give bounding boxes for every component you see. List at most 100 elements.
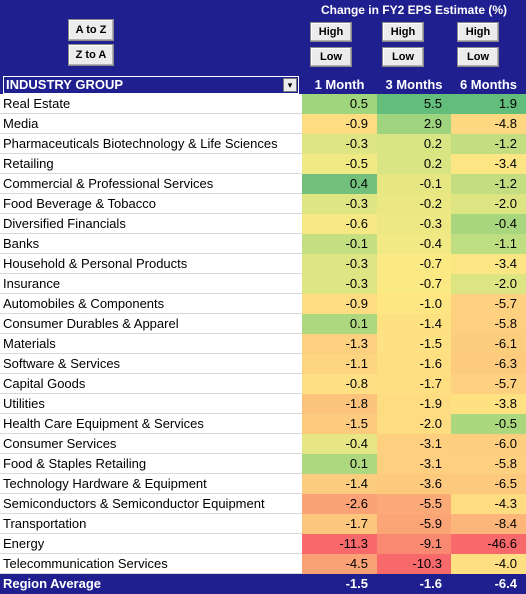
value-cell-1-month: -0.5 xyxy=(302,154,377,174)
industry-group-name: Telecommunication Services xyxy=(3,556,168,571)
region-average-label: Region Average xyxy=(3,576,102,591)
sort-3-months-low-button[interactable]: Low xyxy=(382,47,424,67)
sort-a-to-z-button[interactable]: A to Z xyxy=(68,19,114,41)
sort-1-month-low-button[interactable]: Low xyxy=(310,47,352,67)
sort-3-months-high-button[interactable]: High xyxy=(382,22,424,42)
industry-group-name: Commercial & Professional Services xyxy=(3,176,214,191)
industry-group-name: Technology Hardware & Equipment xyxy=(3,476,207,491)
table-row: Food Beverage & Tobacco -0.3 -0.2 -2.0 xyxy=(0,194,526,214)
industry-group-name: Materials xyxy=(3,336,56,351)
value-cell-6-months: -0.4 xyxy=(451,214,526,234)
industry-group-name: Retailing xyxy=(3,156,54,171)
value-cell-3-months: -0.7 xyxy=(377,254,451,274)
industry-group-name: Energy xyxy=(3,536,45,551)
value-cell-6-months: -6.1 xyxy=(451,334,526,354)
value-cell-3-months: -3.6 xyxy=(377,474,451,494)
sort-1-month-high-button[interactable]: High xyxy=(310,22,352,42)
value-cell-1-month: 0.5 xyxy=(302,94,377,114)
industry-group-name: Food & Staples Retailing xyxy=(3,456,147,471)
table-row: Automobiles & Components -0.9 -1.0 -5.7 xyxy=(0,294,526,314)
industry-group-name: Health Care Equipment & Services xyxy=(3,416,204,431)
value-cell-3-months: 2.9 xyxy=(377,114,451,134)
table-row: Technology Hardware & Equipment -1.4 -3.6-… xyxy=(0,474,526,494)
table-row: Transportation -1.7 -5.9 -8.4 xyxy=(0,514,526,534)
value-cell-6-months: 1.9 xyxy=(451,94,526,114)
table-row: Health Care Equipment & Services -1.5 -2.0… xyxy=(0,414,526,434)
table-row: Consumer Services -0.4 -3.1 -6.0 xyxy=(0,434,526,454)
value-cell-3-months: -1.9 xyxy=(377,394,451,414)
value-cell-1-month: -1.3 xyxy=(302,334,377,354)
value-cell-3-months: -1.6 xyxy=(377,354,451,374)
value-cell-1-month: -1.4 xyxy=(302,474,377,494)
value-cell-1-month: -1.8 xyxy=(302,394,377,414)
value-cell-1-month: -1.1 xyxy=(302,354,377,374)
sort-panel: A to Z Z to A xyxy=(0,0,302,75)
header-3-months: 3 Months xyxy=(385,77,443,92)
industry-group-name: Real Estate xyxy=(3,96,71,111)
value-cell-6-months: -2.0 xyxy=(451,194,526,214)
region-average-3-months: -1.6 xyxy=(419,576,442,591)
value-cell-1-month: -0.3 xyxy=(302,134,377,154)
table-row: Software & Services -1.1 -1.6 -6.3 xyxy=(0,354,526,374)
value-cell-3-months: -0.1 xyxy=(377,174,451,194)
table-row: Commercial & Professional Services 0.4 -0.… xyxy=(0,174,526,194)
industry-group-name: Consumer Services xyxy=(3,436,117,451)
value-cell-1-month: -4.5 xyxy=(302,554,377,574)
value-cell-1-month: -1.5 xyxy=(302,414,377,434)
table-row: Energy -11.3 -9.1 -46.6 xyxy=(0,534,526,554)
value-cell-3-months: 0.2 xyxy=(377,154,451,174)
value-cell-3-months: -1.7 xyxy=(377,374,451,394)
table-row: Pharmaceuticals Biotechnology & Life Sci… xyxy=(0,134,526,154)
filter-dropdown-icon[interactable]: ▾ xyxy=(283,78,297,92)
industry-group-name: Software & Services xyxy=(3,356,121,371)
value-cell-3-months: -0.4 xyxy=(377,234,451,254)
sort-6-months-low-button[interactable]: Low xyxy=(457,47,499,67)
value-cell-6-months: -5.7 xyxy=(451,374,526,394)
industry-group-name: Capital Goods xyxy=(3,376,86,391)
header-panel: A to Z Z to A Change in FY2 EPS Estimate… xyxy=(0,0,526,75)
value-cell-1-month: -0.3 xyxy=(302,194,377,214)
value-cell-1-month: -0.3 xyxy=(302,274,377,294)
table-row: Telecommunication Services -4.5 -10.3 -4.0 xyxy=(0,554,526,574)
value-cell-6-months: -6.0 xyxy=(451,434,526,454)
value-cell-3-months: -5.5 xyxy=(377,494,451,514)
sort-z-to-a-button[interactable]: Z to A xyxy=(68,44,114,66)
table-row: Real Estate 0.5 5.5 1.9 xyxy=(0,94,526,114)
value-cell-6-months: -5.8 xyxy=(451,314,526,334)
header-6-months: 6 Months xyxy=(459,77,518,92)
value-cell-1-month: -0.8 xyxy=(302,374,377,394)
value-cell-6-months: -4.0 xyxy=(451,554,526,574)
value-cell-6-months: -5.8 xyxy=(451,454,526,474)
value-cell-6-months: -3.4 xyxy=(451,254,526,274)
value-cell-6-months: -4.8 xyxy=(451,114,526,134)
value-cell-6-months: -1.1 xyxy=(451,234,526,254)
value-cell-6-months: -1.2 xyxy=(451,174,526,194)
value-cell-3-months: -3.1 xyxy=(377,454,451,474)
table-row: Retailing -0.5 0.2 -3.4 xyxy=(0,154,526,174)
industry-group-name: Consumer Durables & Apparel xyxy=(3,316,179,331)
value-cell-6-months: -6.5 xyxy=(451,474,526,494)
value-cell-3-months: -5.9 xyxy=(377,514,451,534)
sort-6-months-high-button[interactable]: High xyxy=(457,22,499,42)
value-cell-6-months: -3.8 xyxy=(451,394,526,414)
table-row: Banks -0.1 -0.4 -1.1 xyxy=(0,234,526,254)
value-cell-3-months: -10.3 xyxy=(377,554,451,574)
table-row: Media -0.9 2.9 -4.8 xyxy=(0,114,526,134)
industry-group-name: Insurance xyxy=(3,276,61,291)
value-cell-6-months: -5.7 xyxy=(451,294,526,314)
value-cell-3-months: -1.0 xyxy=(377,294,451,314)
industry-group-name: Automobiles & Components xyxy=(3,296,165,311)
value-cell-1-month: -0.3 xyxy=(302,254,377,274)
industry-table-body: Real Estate 0.5 5.5 1.9 Media -0.9 2.9 -4.8 Phar… xyxy=(0,94,526,574)
table-row: Food & Staples Retailing 0.1 -3.1 -5.8 xyxy=(0,454,526,474)
table-row: Materials -1.3 -1.5 -6.1 xyxy=(0,334,526,354)
value-cell-1-month: 0.1 xyxy=(302,314,377,334)
value-cell-6-months: -2.0 xyxy=(451,274,526,294)
value-cell-6-months: -0.5 xyxy=(451,414,526,434)
industry-group-name: Media xyxy=(3,116,39,131)
industry-group-name: Semiconductors & Semiconductor Equipment xyxy=(3,496,265,511)
value-cell-6-months: -8.4 xyxy=(451,514,526,534)
table-row: Household & Personal Products -0.3 -0.7 -3.… xyxy=(0,254,526,274)
region-average-row: Region Average -1.5 -1.6 -6.4 xyxy=(0,574,526,594)
industry-group-name: Utilities xyxy=(3,396,45,411)
